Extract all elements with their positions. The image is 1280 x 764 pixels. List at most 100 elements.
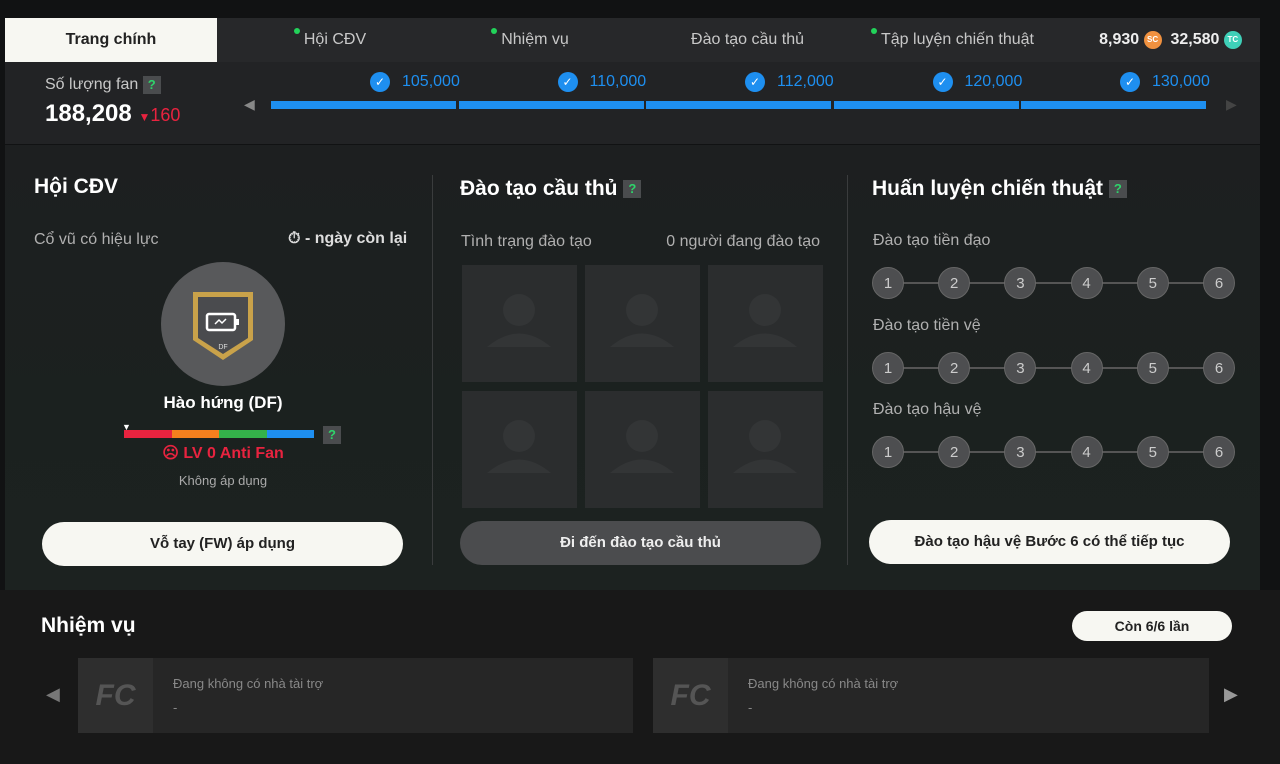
badge-position: DF [218,344,228,351]
step-node[interactable]: 2 [938,267,971,299]
tab-tactics-training[interactable]: Tập luyện chiến thuật [865,18,1040,62]
tab-home[interactable]: Trang chính [5,18,217,62]
mission-card[interactable]: FC Đang không có nhà tài trợ - [653,658,1209,733]
tactics-row-label: Đào tạo tiền đạo [873,232,991,249]
milestone-value: 110,000 [589,73,647,91]
tab-fan-club[interactable]: Hội CĐV [275,18,385,62]
milestone: ✓ 120,000 [932,72,1023,92]
step-node[interactable]: 4 [1070,267,1103,299]
step-node[interactable]: 3 [1004,352,1037,384]
training-slot[interactable] [708,391,823,508]
help-icon[interactable]: ? [323,426,341,444]
step-node[interactable]: 6 [1203,352,1235,384]
training-count: 0 người đang đào tạo [666,233,820,250]
mission-sub: - [173,700,178,715]
step-node[interactable]: 4 [1070,352,1103,384]
milestone-value: 105,000 [402,73,460,91]
player-silhouette-icon [487,294,551,347]
step-node[interactable]: 2 [938,436,971,468]
level-bar-segment [219,430,267,438]
milestone-progress-segment [1021,101,1206,109]
fc-logo-icon: FC [653,658,728,733]
help-icon[interactable]: ? [1108,180,1127,199]
cheer-badge[interactable]: DF [161,262,285,386]
divider [432,175,433,565]
remaining-badge: Còn 6/6 lần [1072,611,1232,641]
days-left: ⏱ - ngày còn lại [288,230,407,248]
training-slot[interactable] [462,265,577,382]
continue-tactics-button[interactable]: Đào tạo hậu vệ Bước 6 có thể tiếp tục [869,520,1230,564]
effect-label: Cổ vũ có hiệu lực [34,231,159,248]
milestone-value: 120,000 [964,73,1023,91]
level-bar-segment [266,430,314,438]
prev-arrow-icon[interactable]: ◀ [244,96,255,112]
shield-battery-icon [193,292,253,360]
milestone: ✓ 130,000 [1120,72,1210,92]
sc-coin-icon: SC [1143,30,1162,49]
step-node[interactable]: 5 [1136,436,1169,468]
milestone: ✓ 110,000 [557,72,647,92]
tab-label: Nhiệm vụ [501,31,569,48]
training-title-row: Đào tạo cầu thủ ? [460,177,642,201]
check-icon: ✓ [1120,72,1140,92]
next-arrow-icon[interactable]: ▶ [1226,96,1237,112]
player-silhouette-icon [610,420,674,473]
level-bar-segment [171,430,219,438]
step-node[interactable]: 5 [1136,267,1169,299]
mission-title: Đang không có nhà tài trợ [173,676,324,691]
mission-card[interactable]: FC Đang không có nhà tài trợ - [78,658,633,733]
tab-player-training[interactable]: Đào tạo cầu thủ [675,18,820,62]
tab-missions[interactable]: Nhiệm vụ [480,18,580,62]
fan-label: Số lượng fan [45,76,139,94]
notification-dot [491,28,498,34]
fan-club-title: Hội CĐV [34,175,118,198]
prev-arrow-icon[interactable]: ◀ [46,684,60,704]
step-node[interactable]: 2 [938,352,971,384]
fc-logo-icon: FC [78,658,153,733]
notification-dot [871,28,877,34]
go-to-training-button[interactable]: Đi đến đào tạo cầu thủ [460,521,821,565]
mission-title: Đang không có nhà tài trợ [748,676,899,691]
fan-count-row: 188,208 ▼160 [45,100,180,128]
step-connector [888,451,1219,453]
step-node[interactable]: 6 [1203,267,1235,299]
step-node[interactable]: 1 [872,436,904,468]
level-bar-segment [124,430,172,438]
divider [847,175,848,565]
tactics-title: Huấn luyện chiến thuật [872,177,1104,200]
fan-count-bar: Số lượng fan ? 188,208 ▼160 ◀ ▶ ✓ 105,000… [5,62,1260,144]
cheer-name: Hào hứng (DF) [163,393,283,412]
step-node[interactable]: 1 [872,267,904,299]
milestone: ✓ 112,000 [745,72,834,92]
missions-title: Nhiệm vụ [41,614,136,637]
step-node[interactable]: 4 [1070,436,1103,468]
sc-amount: 8,930 [1099,31,1140,48]
player-silhouette-icon [610,294,674,347]
step-node[interactable]: 3 [1004,436,1037,468]
training-slot[interactable] [462,391,577,508]
milestone: ✓ 105,000 [370,72,460,92]
training-slot[interactable] [708,265,823,382]
step-node[interactable]: 3 [1004,267,1037,299]
help-icon[interactable]: ? [142,76,161,94]
next-arrow-icon[interactable]: ▶ [1224,684,1238,704]
step-node[interactable]: 5 [1136,352,1169,384]
training-slot[interactable] [585,265,700,382]
fan-count: 188,208 [45,100,132,127]
apply-cheer-button[interactable]: Vỗ tay (FW) áp dụng [42,522,403,566]
level-status: Không áp dụng [178,473,268,488]
down-arrow-icon: ▼ [138,110,151,124]
step-node[interactable]: 6 [1203,436,1235,468]
check-icon: ✓ [932,72,953,92]
mission-sub: - [748,700,753,715]
step-node[interactable]: 1 [872,352,904,384]
training-status-label: Tình trạng đào tạo [461,233,592,250]
sad-face-icon: ☹ [162,445,179,462]
fan-label-row: Số lượng fan ? [45,76,161,94]
tab-label: Đào tạo cầu thủ [691,31,804,48]
milestone-progress-segment [646,101,831,109]
help-icon[interactable]: ? [623,180,642,199]
training-slot[interactable] [585,391,700,508]
days-left-text: - ngày còn lại [304,230,408,247]
training-title: Đào tạo cầu thủ [460,177,618,200]
